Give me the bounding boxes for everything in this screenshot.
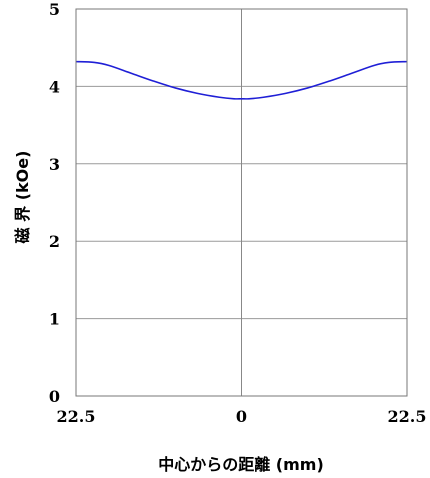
y-tick-label-0: 0 <box>49 387 60 406</box>
x-tick-label-2: 22.5 <box>388 407 427 426</box>
y-tick-label-1: 1 <box>49 310 60 329</box>
y-axis-title: 磁 界 (kOe) <box>13 151 32 244</box>
x-tick-label-0: 22.5 <box>57 407 96 426</box>
x-tick-labels: 22.5 0 22.5 <box>57 407 427 426</box>
y-tick-label-3: 3 <box>49 155 60 174</box>
y-tick-label-5: 5 <box>49 0 60 19</box>
x-tick-label-1: 0 <box>236 407 247 426</box>
y-tick-label-2: 2 <box>49 232 60 251</box>
y-tick-labels: 0 1 2 3 4 5 <box>49 0 60 406</box>
y-tick-label-4: 4 <box>49 77 60 96</box>
x-axis-title: 中心からの距離 (mm) <box>158 455 324 474</box>
plot-frame <box>75 8 408 397</box>
series-line <box>75 60 408 100</box>
